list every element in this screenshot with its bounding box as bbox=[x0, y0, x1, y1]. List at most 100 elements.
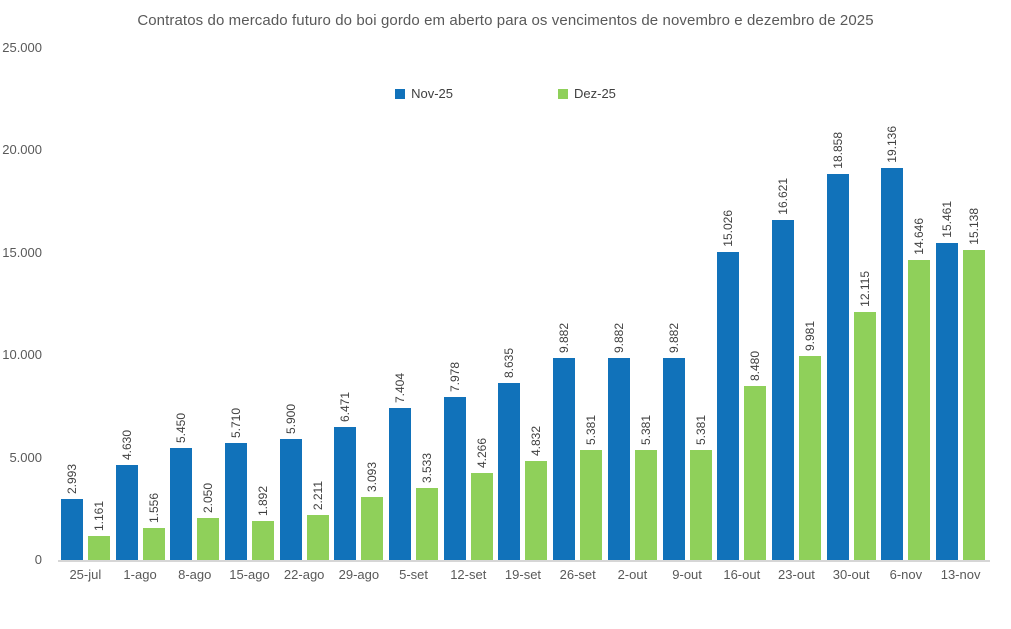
x-tick-label-16-out: 16-out bbox=[723, 567, 761, 582]
bar-Dez-25-30-out[interactable] bbox=[853, 312, 876, 560]
bar-group-26-set: 9.882 5.381 bbox=[550, 48, 605, 560]
bar-column: 5.381 bbox=[580, 48, 603, 560]
data-label-Dez-25-30-out: 12.115 bbox=[857, 271, 872, 307]
data-label-Nov-25-15-ago: 5.710 bbox=[228, 407, 243, 438]
bar-column: 9.882 bbox=[553, 48, 576, 560]
bar-column: 4.266 bbox=[470, 48, 493, 560]
bar-Nov-25-15-ago[interactable] bbox=[224, 443, 247, 560]
bar-column: 15.461 bbox=[936, 48, 959, 560]
data-label-Nov-25-25-jul: 2.993 bbox=[64, 463, 79, 494]
bar-Dez-25-1-ago[interactable] bbox=[142, 528, 165, 560]
data-label-Nov-25-9-out: 9.882 bbox=[666, 322, 681, 353]
bar-column: 15.026 bbox=[717, 48, 740, 560]
bar-Nov-25-29-ago[interactable] bbox=[334, 427, 357, 560]
bar-group-9-out: 9.882 5.381 bbox=[660, 48, 715, 560]
bar-Nov-25-8-ago[interactable] bbox=[170, 448, 193, 560]
data-label-Dez-25-9-out: 5.381 bbox=[693, 414, 708, 445]
data-label-Nov-25-30-out: 18.858 bbox=[830, 132, 845, 169]
bar-Dez-25-9-out[interactable] bbox=[689, 450, 712, 560]
bar-Nov-25-30-out[interactable] bbox=[826, 174, 849, 560]
bar-Dez-25-15-ago[interactable] bbox=[251, 521, 274, 560]
x-tick-label-23-out: 23-out bbox=[778, 567, 815, 582]
bar-Dez-25-16-out[interactable] bbox=[744, 386, 767, 560]
bar-column: 1.161 bbox=[87, 48, 110, 560]
bar-Dez-25-13-nov[interactable] bbox=[963, 250, 986, 560]
x-tick-label-26-set: 26-set bbox=[559, 567, 596, 582]
x-tick-label-25-jul: 25-jul bbox=[69, 567, 102, 582]
bar-column: 8.635 bbox=[498, 48, 521, 560]
data-label-Dez-25-23-out: 9.981 bbox=[802, 320, 817, 351]
bar-group-1-ago: 4.630 1.556 bbox=[113, 48, 168, 560]
bar-Dez-25-26-set[interactable] bbox=[580, 450, 603, 560]
bar-column: 12.115 bbox=[853, 48, 876, 560]
bar-group-12-set: 7.978 4.266 bbox=[441, 48, 496, 560]
bar-group-15-ago: 5.710 1.892 bbox=[222, 48, 277, 560]
bar-Nov-25-25-jul[interactable] bbox=[60, 499, 83, 560]
bar-Dez-25-5-set[interactable] bbox=[416, 488, 439, 560]
bar-Nov-25-22-ago[interactable] bbox=[279, 439, 302, 560]
bar-Nov-25-1-ago[interactable] bbox=[115, 465, 138, 560]
data-label-Nov-25-6-nov: 19.136 bbox=[885, 126, 900, 163]
bar-column: 2.050 bbox=[197, 48, 220, 560]
data-label-Nov-25-29-ago: 6.471 bbox=[338, 391, 353, 422]
bar-Dez-25-12-set[interactable] bbox=[470, 473, 493, 560]
bar-Dez-25-22-ago[interactable] bbox=[306, 515, 329, 560]
bar-column: 7.978 bbox=[443, 48, 466, 560]
bar-column: 9.882 bbox=[662, 48, 685, 560]
bar-Nov-25-9-out[interactable] bbox=[662, 358, 685, 560]
bar-Nov-25-12-set[interactable] bbox=[443, 397, 466, 560]
bar-Nov-25-19-set[interactable] bbox=[498, 383, 521, 560]
legend-item-dez25[interactable]: Dez-25 bbox=[558, 86, 616, 101]
y-tick-label: 15.000 bbox=[2, 244, 42, 260]
data-label-Dez-25-22-ago: 2.211 bbox=[310, 480, 325, 510]
bar-column: 19.136 bbox=[881, 48, 904, 560]
data-label-Nov-25-16-out: 15.026 bbox=[721, 210, 736, 247]
data-label-Nov-25-8-ago: 5.450 bbox=[174, 412, 189, 443]
x-tick-label-8-ago: 8-ago bbox=[178, 567, 212, 582]
bar-group-8-ago: 5.450 2.050 bbox=[167, 48, 222, 560]
bar-column: 5.900 bbox=[279, 48, 302, 560]
bar-Nov-25-2-out[interactable] bbox=[607, 358, 630, 560]
bar-Dez-25-25-jul[interactable] bbox=[87, 536, 110, 560]
data-label-Nov-25-5-set: 7.404 bbox=[393, 372, 408, 403]
bar-Dez-25-19-set[interactable] bbox=[525, 461, 548, 560]
legend: Nov-25 Dez-25 bbox=[0, 86, 1011, 101]
data-label-Dez-25-29-ago: 3.093 bbox=[365, 461, 380, 492]
bar-group-6-nov: 19.136 14.646 bbox=[879, 48, 934, 560]
bar-Nov-25-13-nov[interactable] bbox=[936, 243, 959, 560]
y-tick-label: 5.000 bbox=[9, 449, 42, 465]
bar-Dez-25-6-nov[interactable] bbox=[908, 260, 931, 560]
bar-column: 9.981 bbox=[798, 48, 821, 560]
bar-Nov-25-6-nov[interactable] bbox=[881, 168, 904, 560]
x-tick-label-15-ago: 15-ago bbox=[229, 567, 270, 582]
data-label-Nov-25-2-out: 9.882 bbox=[611, 322, 626, 353]
bar-column: 1.892 bbox=[251, 48, 274, 560]
legend-swatch-dez25-icon bbox=[558, 88, 568, 99]
bar-column: 4.832 bbox=[525, 48, 548, 560]
bar-Dez-25-8-ago[interactable] bbox=[197, 518, 220, 560]
data-label-Dez-25-15-ago: 1.892 bbox=[255, 485, 270, 516]
data-label-Dez-25-19-set: 4.832 bbox=[529, 425, 544, 456]
bar-Dez-25-2-out[interactable] bbox=[634, 450, 657, 560]
data-label-Nov-25-22-ago: 5.900 bbox=[283, 403, 298, 434]
bar-column: 5.710 bbox=[224, 48, 247, 560]
y-axis: 0 5.000 10.000 15.000 20.000 25.000 bbox=[0, 40, 48, 567]
data-label-Dez-25-1-ago: 1.556 bbox=[146, 492, 161, 523]
bar-group-22-ago: 5.900 2.211 bbox=[277, 48, 332, 560]
bar-column: 5.450 bbox=[170, 48, 193, 560]
bar-Nov-25-16-out[interactable] bbox=[717, 252, 740, 560]
bar-column: 6.471 bbox=[334, 48, 357, 560]
bar-column: 16.621 bbox=[771, 48, 794, 560]
bar-Nov-25-5-set[interactable] bbox=[389, 408, 412, 560]
y-tick-label: 25.000 bbox=[2, 40, 42, 55]
legend-swatch-nov25-icon bbox=[395, 88, 406, 99]
bar-group-19-set: 8.635 4.832 bbox=[496, 48, 551, 560]
bar-group-16-out: 15.026 8.480 bbox=[714, 48, 769, 560]
bar-Dez-25-29-ago[interactable] bbox=[361, 497, 384, 560]
bar-Nov-25-23-out[interactable] bbox=[771, 220, 794, 560]
legend-item-nov25[interactable]: Nov-25 bbox=[395, 86, 453, 101]
bar-Nov-25-26-set[interactable] bbox=[553, 358, 576, 560]
x-tick-label-9-out: 9-out bbox=[672, 567, 702, 582]
x-tick-label-30-out: 30-out bbox=[832, 567, 870, 582]
bar-Dez-25-23-out[interactable] bbox=[798, 356, 821, 560]
